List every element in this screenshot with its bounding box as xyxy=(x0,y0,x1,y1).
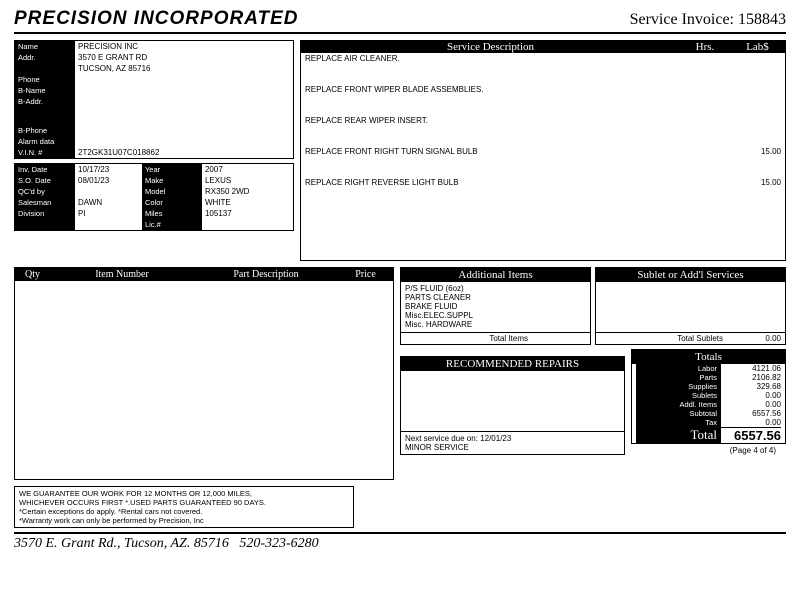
header: PRECISION INCORPORATED Service Invoice: … xyxy=(14,8,786,34)
warranty-box: WE GUARANTEE OUR WORK FOR 12 MONTHS OR 1… xyxy=(14,486,354,528)
recommended-repairs-box: RECOMMENDED REPAIRS Next service due on:… xyxy=(400,356,625,455)
vin: 2T2GK31U07C018862 xyxy=(75,147,293,158)
invoice-number: Service Invoice: 158843 xyxy=(630,11,786,29)
order-info-box: Inv. Date10/17/23 Year2007 S.O. Date08/0… xyxy=(14,163,294,231)
customer-info-box: NamePRECISION INC Addr.3570 E GRANT RD T… xyxy=(14,40,294,159)
service-lines: REPLACE AIR CLEANER. REPLACE FRONT WIPER… xyxy=(301,53,785,260)
parts-box: Qty Item Number Part Description Price xyxy=(14,267,394,480)
additional-items-box: Additional Items P/S FLUID (6oz) PARTS C… xyxy=(400,267,591,345)
customer-addr2: TUCSON, AZ 85716 xyxy=(75,63,293,74)
customer-addr1: 3570 E GRANT RD xyxy=(75,52,293,63)
pager: (Page 4 of 4) xyxy=(631,446,786,455)
footer-address: 3570 E. Grant Rd., Tucson, AZ. 85716 520… xyxy=(14,532,786,552)
service-description-box: Service Description Hrs. Lab$ REPLACE AI… xyxy=(300,40,786,261)
sublet-box: Sublet or Add'l Services Total Sublets0.… xyxy=(595,267,786,345)
company-name: PRECISION INCORPORATED xyxy=(14,8,299,30)
totals-box: Totals Labor4121.06 Parts2106.82 Supplie… xyxy=(631,349,786,444)
customer-name: PRECISION INC xyxy=(75,41,293,52)
